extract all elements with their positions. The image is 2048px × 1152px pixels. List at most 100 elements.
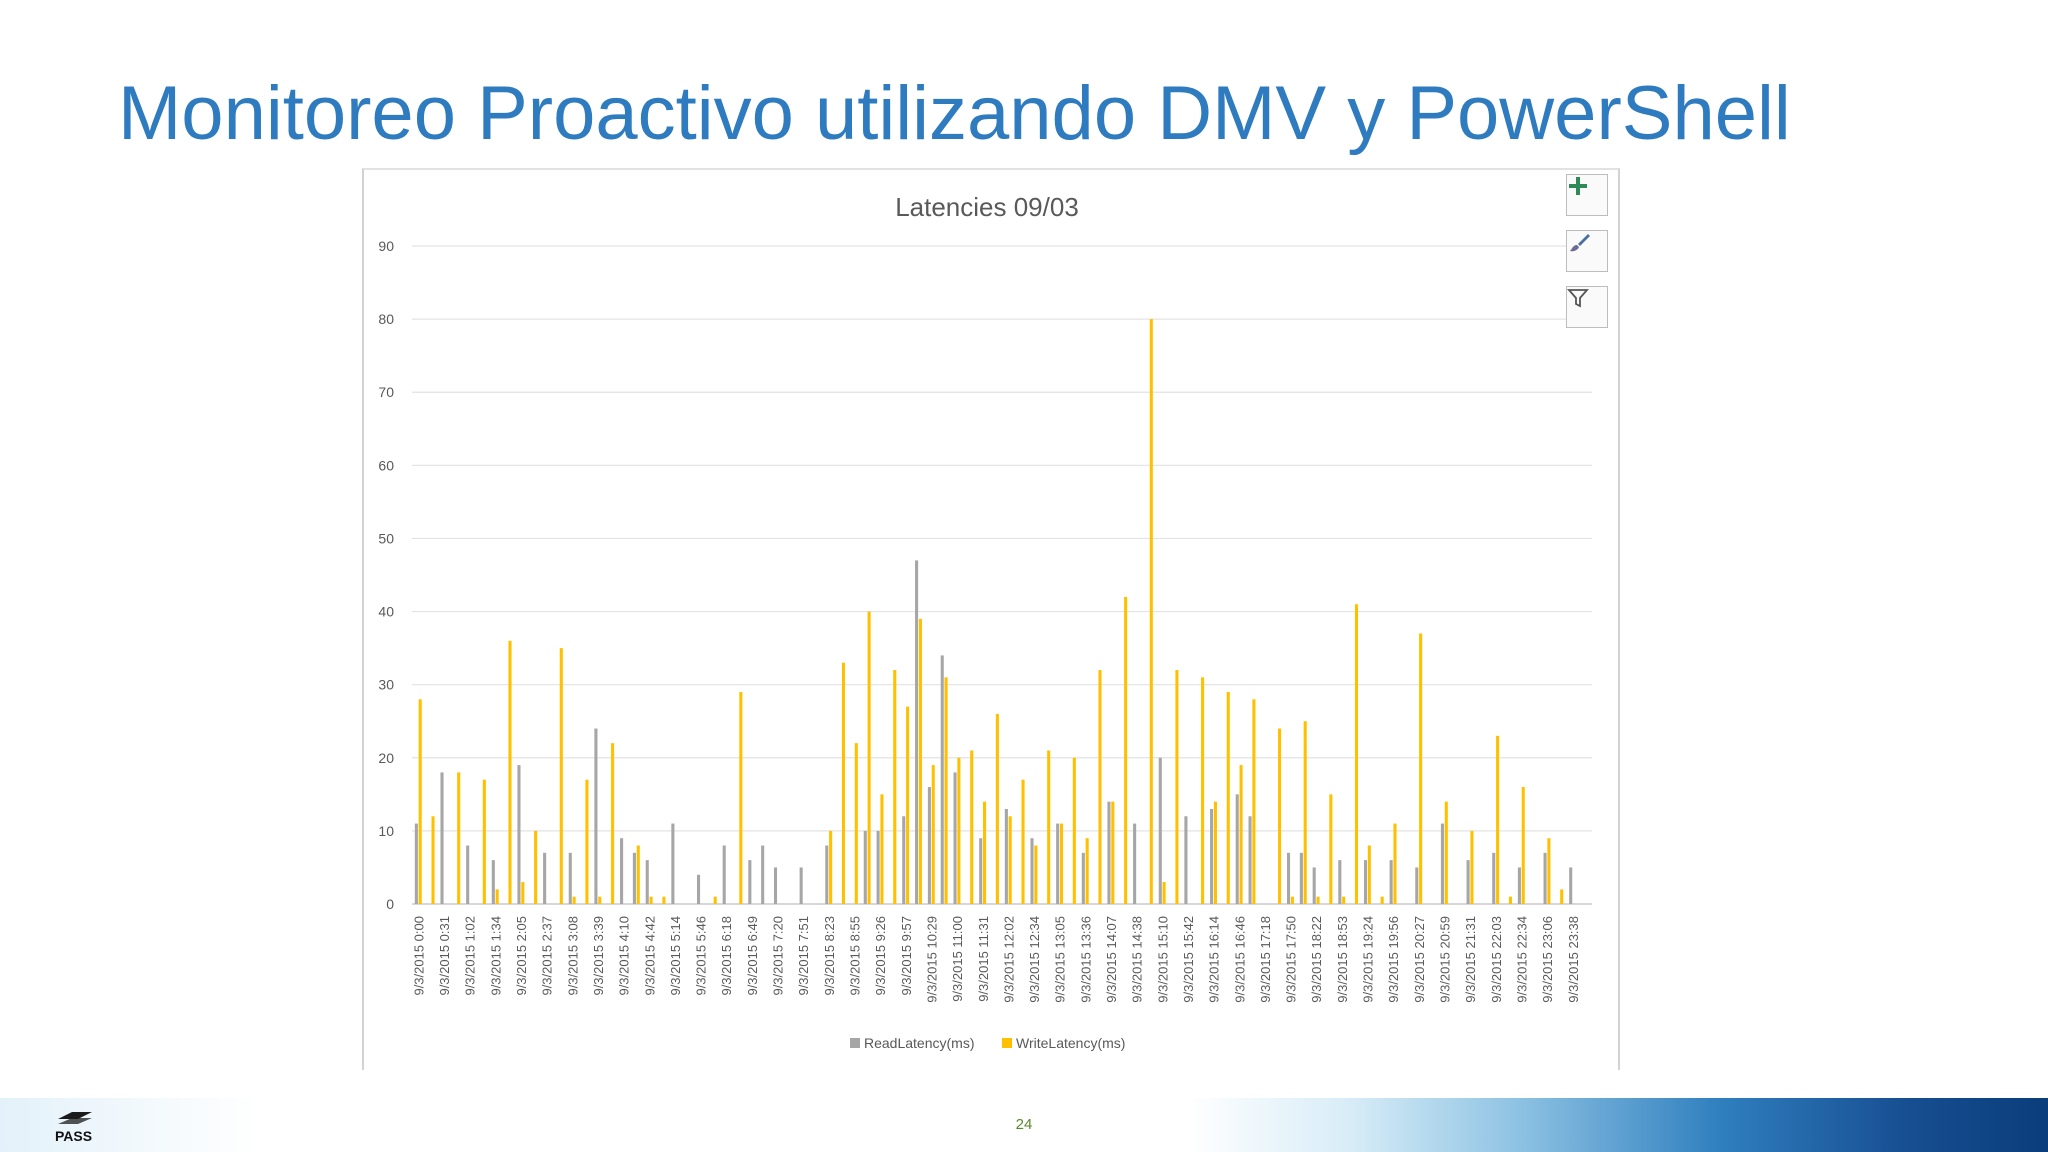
x-tick-label: 9/3/2015 10:29 — [924, 916, 939, 1003]
pass-logo: PASS — [54, 1109, 96, 1144]
x-tick-label: 9/3/2015 2:37 — [540, 916, 555, 996]
filter-icon — [1567, 289, 1589, 308]
y-tick-label: 80 — [378, 311, 394, 327]
chart-filters-button[interactable] — [1566, 286, 1608, 328]
read-latency-bar — [940, 655, 944, 904]
read-latency-bar — [1492, 852, 1496, 904]
read-latency-bar — [1184, 816, 1188, 904]
write-latency-bar — [572, 896, 576, 904]
write-latency-bar — [431, 816, 435, 904]
slide-title: Monitoreo Proactivo utilizando DMV y Pow… — [118, 71, 1791, 156]
write-latency-bar — [1444, 801, 1448, 904]
write-latency-bar — [1047, 750, 1051, 904]
x-tick-label: 9/3/2015 5:46 — [694, 916, 709, 996]
write-latency-bar — [508, 640, 512, 904]
x-tick-label: 9/3/2015 14:38 — [1130, 916, 1145, 1003]
x-tick-label: 9/3/2015 4:42 — [642, 916, 657, 996]
x-tick-label: 9/3/2015 22:34 — [1514, 916, 1529, 1003]
y-tick-label: 30 — [378, 677, 394, 693]
read-latency-bar — [1569, 867, 1573, 904]
footer-left-band — [0, 1098, 260, 1152]
read-latency-bar — [863, 830, 867, 904]
write-latency-bar — [1085, 838, 1089, 904]
write-latency-bar — [841, 662, 846, 904]
read-latency-bar — [568, 852, 572, 904]
write-latency-bar — [1380, 896, 1384, 904]
x-tick-label: 9/3/2015 5:14 — [668, 916, 683, 996]
x-tick-label: 9/3/2015 0:31 — [437, 916, 452, 996]
read-latency-bar — [927, 787, 931, 904]
write-latency-bar — [1252, 699, 1256, 904]
write-latency-bar — [662, 896, 666, 904]
y-tick-label: 20 — [378, 750, 394, 766]
read-latency-bar — [491, 860, 495, 904]
chart-styles-button[interactable] — [1566, 230, 1608, 272]
x-tick-label: 9/3/2015 21:31 — [1463, 916, 1478, 1003]
x-tick-label: 9/3/2015 15:10 — [1155, 916, 1170, 1003]
x-tick-label: 9/3/2015 9:57 — [899, 916, 914, 996]
x-tick-label: 9/3/2015 3:08 — [565, 916, 580, 996]
write-latency-bar — [1508, 896, 1512, 904]
y-tick-label: 50 — [378, 530, 394, 546]
write-latency-bar — [1162, 882, 1166, 904]
y-tick-label: 40 — [378, 604, 394, 620]
write-latency-bar — [1496, 735, 1500, 904]
legend-write-latency: WriteLatency(ms) — [1016, 1035, 1125, 1051]
write-latency-bar — [1419, 633, 1423, 904]
plus-icon — [1569, 177, 1587, 195]
read-latency-bar — [632, 852, 636, 904]
read-latency-bar — [1338, 860, 1342, 904]
write-latency-bar — [906, 706, 910, 904]
x-tick-label: 9/3/2015 15:42 — [1181, 916, 1196, 1003]
write-latency-bar — [1329, 794, 1333, 904]
legend-swatch — [1002, 1038, 1012, 1048]
read-latency-bar — [594, 728, 598, 904]
x-tick-label: 9/3/2015 19:56 — [1386, 916, 1401, 1003]
write-latency-bar — [521, 882, 525, 904]
write-latency-bar — [931, 765, 935, 904]
write-latency-bar — [1354, 604, 1359, 904]
write-latency-bar — [957, 757, 961, 904]
x-tick-label: 9/3/2015 13:36 — [1078, 916, 1093, 1003]
read-latency-bar — [799, 867, 803, 904]
read-latency-bar — [1107, 801, 1111, 904]
read-latency-bar — [876, 830, 880, 904]
read-latency-bar — [1210, 808, 1214, 904]
read-latency-bar — [543, 852, 547, 904]
write-latency-bar — [482, 779, 486, 904]
write-latency-bar — [1124, 596, 1128, 904]
read-latency-bar — [1133, 823, 1137, 904]
x-tick-label: 9/3/2015 2:05 — [514, 916, 529, 996]
write-latency-bar — [1034, 845, 1038, 904]
read-latency-bar — [1389, 860, 1393, 904]
add-chart-element-button[interactable] — [1566, 174, 1608, 216]
read-latency-bar — [979, 838, 983, 904]
x-tick-label: 9/3/2015 6:49 — [745, 916, 760, 996]
read-latency-bar — [1286, 852, 1291, 904]
y-tick-label: 10 — [378, 823, 394, 839]
x-tick-label: 9/3/2015 17:18 — [1258, 916, 1273, 1003]
write-latency-bar — [636, 845, 640, 904]
x-tick-label: 9/3/2015 17:50 — [1284, 916, 1299, 1003]
write-latency-bar — [1175, 670, 1179, 904]
write-latency-bar — [534, 830, 538, 904]
write-latency-bar — [918, 618, 922, 904]
write-latency-bar — [1342, 896, 1346, 904]
read-latency-bar — [1030, 838, 1034, 904]
chart-container[interactable]: Latencies 09/03 0 10 20 30 40 50 60 70 80 90 9/3/20… — [362, 168, 1620, 1070]
write-latency-bar — [1111, 801, 1115, 904]
write-latency-bar — [1367, 845, 1371, 904]
write-latency-bar — [970, 750, 974, 904]
read-latency-bar — [953, 772, 957, 904]
read-latency-bar — [1415, 867, 1419, 904]
read-latency-bar — [645, 860, 649, 904]
x-tick-label: 9/3/2015 18:22 — [1309, 916, 1324, 1003]
read-latency-bar — [440, 772, 444, 904]
y-tick-label: 60 — [378, 457, 394, 473]
read-latency-bar — [1517, 867, 1521, 904]
read-latency-bar — [1363, 860, 1368, 904]
write-latency-bar — [1008, 816, 1012, 904]
x-tick-label: 9/3/2015 11:31 — [976, 916, 991, 1002]
x-tick-label: 9/3/2015 8:23 — [822, 916, 837, 996]
x-tick-label: 9/3/2015 18:53 — [1335, 916, 1350, 1003]
